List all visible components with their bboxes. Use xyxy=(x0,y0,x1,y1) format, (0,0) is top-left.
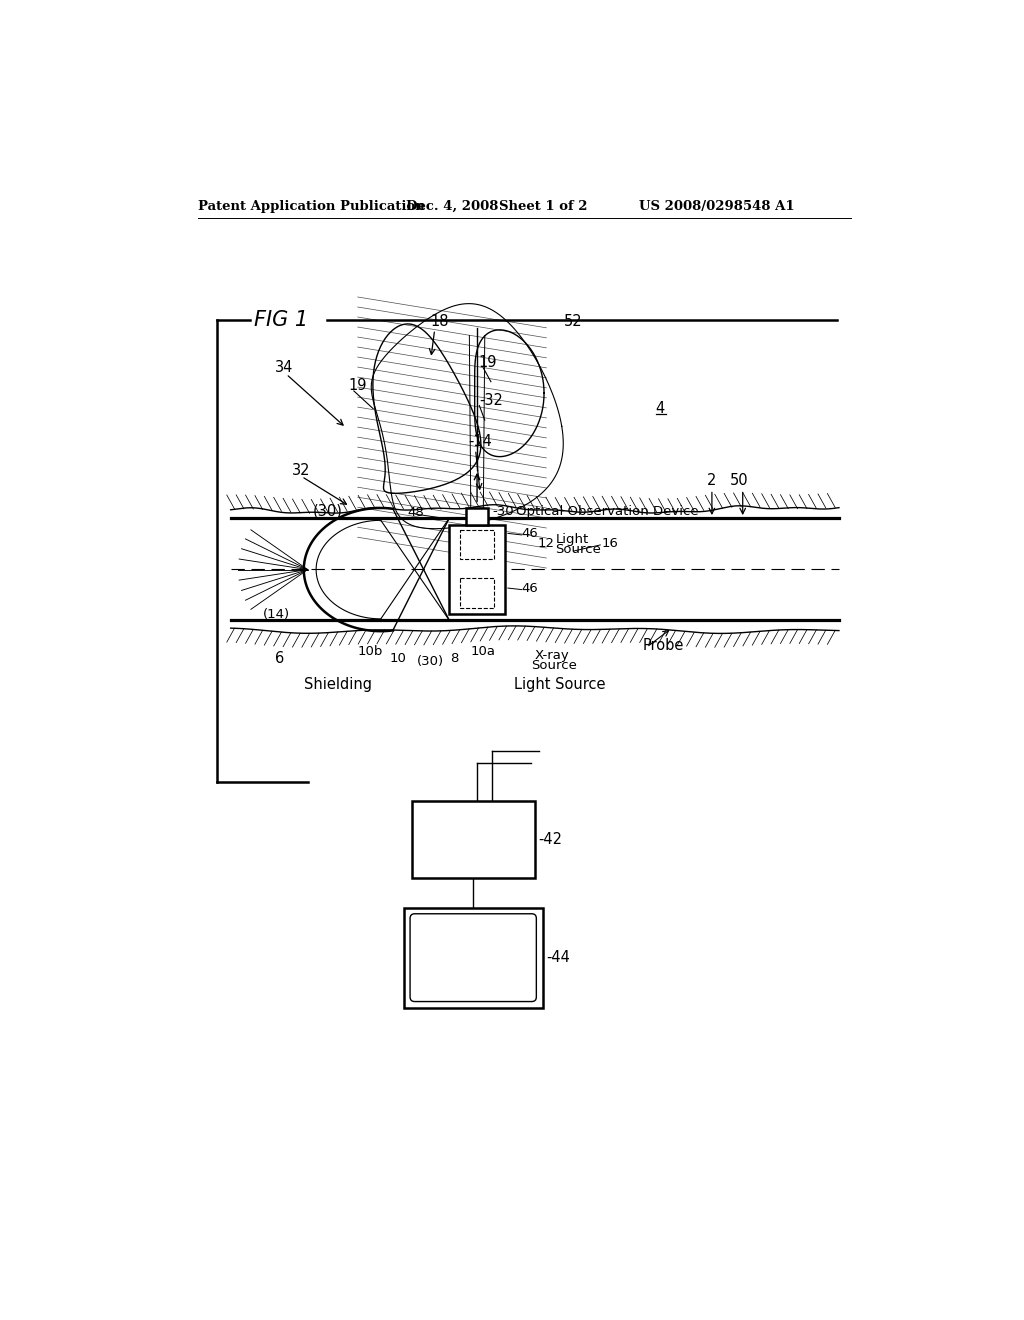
Text: 10: 10 xyxy=(389,652,407,665)
Text: Optical Observation Device: Optical Observation Device xyxy=(515,504,698,517)
Text: Dec. 4, 2008: Dec. 4, 2008 xyxy=(407,199,499,213)
Text: 52: 52 xyxy=(564,314,583,329)
Bar xyxy=(460,529,494,560)
Text: Patent Application Publication: Patent Application Publication xyxy=(199,199,425,213)
Text: 34: 34 xyxy=(275,360,294,375)
Text: 2: 2 xyxy=(707,473,716,488)
Text: 6: 6 xyxy=(275,651,285,667)
Text: 19: 19 xyxy=(478,355,497,370)
Text: 46: 46 xyxy=(521,582,539,594)
Text: 16: 16 xyxy=(602,537,618,550)
Text: 46: 46 xyxy=(521,527,539,540)
Text: -32: -32 xyxy=(479,393,503,408)
Text: Shielding: Shielding xyxy=(304,677,372,692)
Text: 12: 12 xyxy=(538,537,554,550)
Bar xyxy=(412,801,535,878)
Text: Light: Light xyxy=(556,533,589,546)
Text: Source: Source xyxy=(531,659,577,672)
Text: (30): (30) xyxy=(417,655,444,668)
Text: X-ray: X-ray xyxy=(535,648,569,661)
Bar xyxy=(460,578,494,607)
Bar xyxy=(403,908,543,1007)
Text: 18: 18 xyxy=(431,314,450,329)
Text: Device: Device xyxy=(450,850,497,863)
Text: (30): (30) xyxy=(313,503,343,519)
Bar xyxy=(450,525,505,614)
Text: 8: 8 xyxy=(451,652,459,665)
Text: -42: -42 xyxy=(539,833,562,847)
Text: 48: 48 xyxy=(408,506,425,519)
Text: -44: -44 xyxy=(547,950,570,965)
FancyBboxPatch shape xyxy=(410,913,537,1002)
Text: (14): (14) xyxy=(263,607,290,620)
Text: Sheet 1 of 2: Sheet 1 of 2 xyxy=(499,199,587,213)
Text: -14: -14 xyxy=(468,434,492,449)
Text: 10b: 10b xyxy=(357,644,383,657)
Text: 4: 4 xyxy=(655,401,665,416)
Text: 10a: 10a xyxy=(471,644,496,657)
Bar xyxy=(466,508,487,525)
Text: Source: Source xyxy=(556,543,601,556)
Text: FIG 1: FIG 1 xyxy=(254,310,308,330)
Text: Light Source: Light Source xyxy=(514,677,605,692)
Text: US 2008/0298548 A1: US 2008/0298548 A1 xyxy=(639,199,795,213)
Text: 50: 50 xyxy=(730,473,749,488)
Text: 19: 19 xyxy=(348,378,367,393)
Text: Probe: Probe xyxy=(643,639,684,653)
Text: Evaluation: Evaluation xyxy=(436,833,510,847)
Text: 32: 32 xyxy=(292,463,310,478)
Text: Control &: Control & xyxy=(440,816,506,830)
Text: -30: -30 xyxy=(493,504,514,517)
